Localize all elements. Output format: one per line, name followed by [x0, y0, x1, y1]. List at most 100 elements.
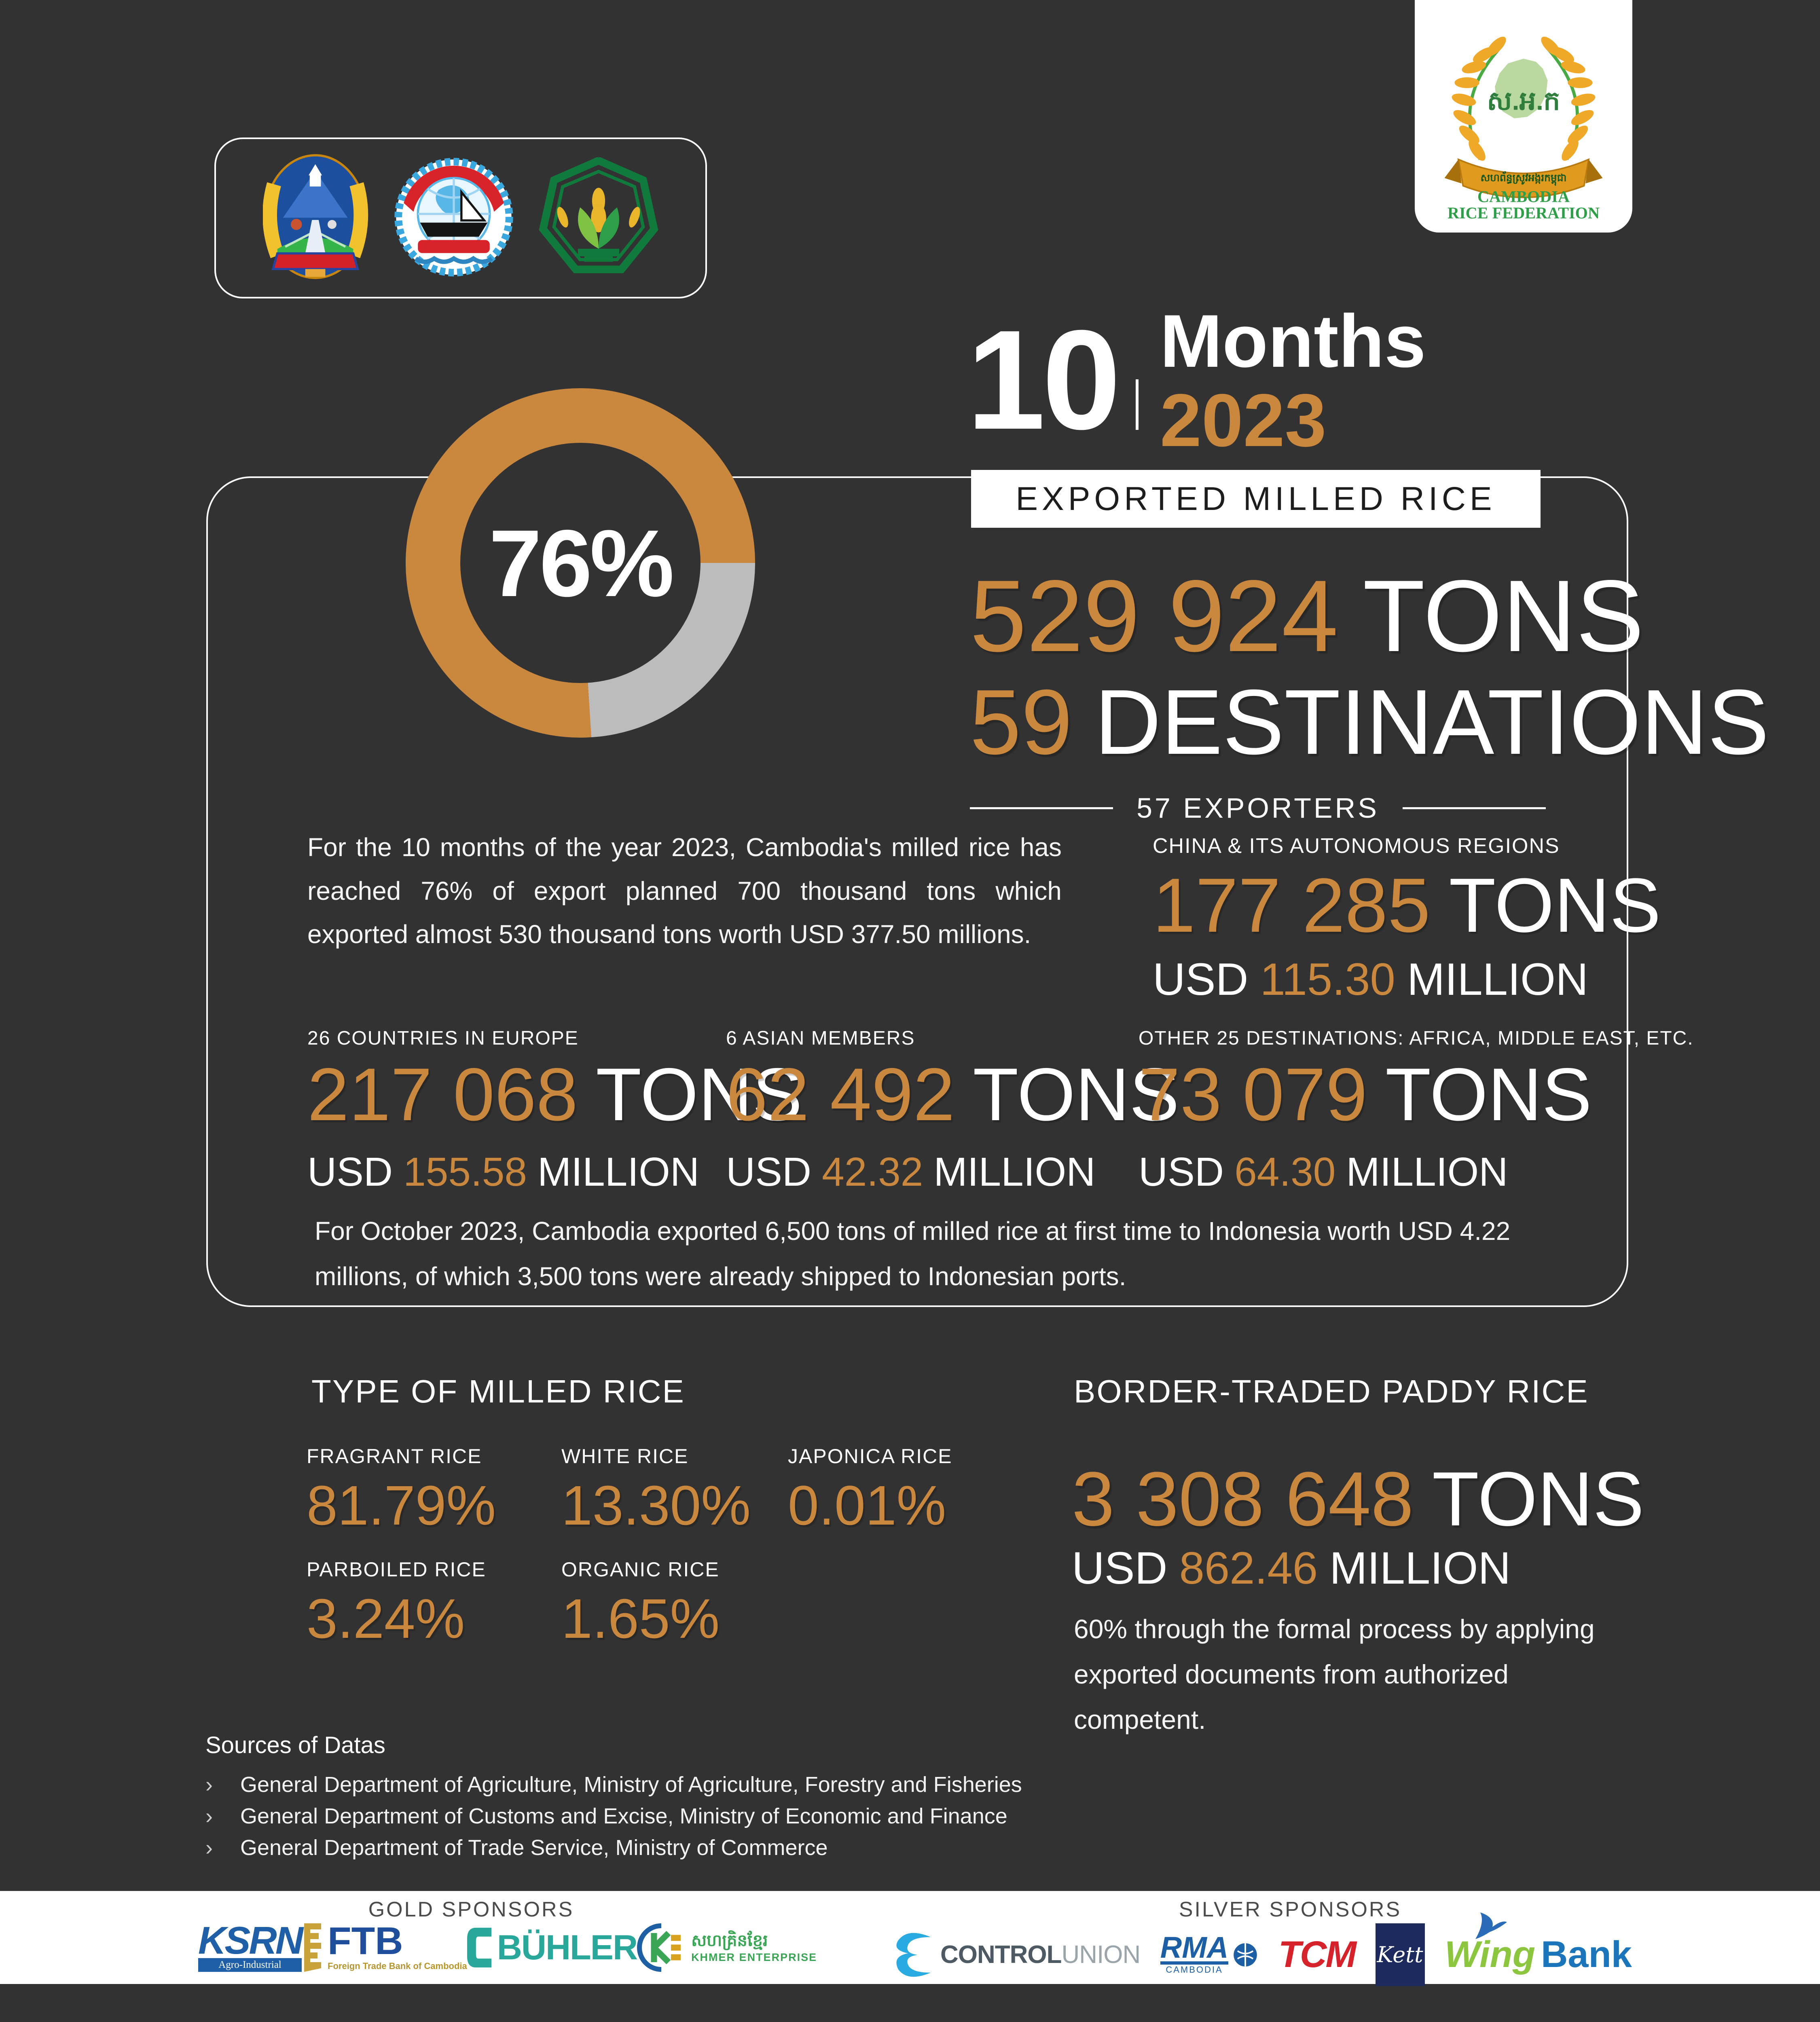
rice-type-japonica: JAPONICA RICE 0.01%	[788, 1445, 952, 1533]
chevron-right-icon: ›	[205, 1836, 213, 1860]
usd-word: USD	[726, 1149, 812, 1195]
destination-usd-line: USD 155.58 MILLION	[307, 1152, 802, 1192]
destination-label: OTHER 25 DESTINATIONS: AFRICA, MIDDLE EA…	[1139, 1028, 1694, 1049]
ksrn-tagline: Agro-Industrial	[198, 1958, 302, 1972]
usd-word: USD	[307, 1149, 393, 1195]
rice-type-organic: ORGANIC RICE 1.65%	[561, 1558, 720, 1647]
destination-tons-unit: TONS	[973, 1053, 1179, 1136]
rice-type-label: WHITE RICE	[561, 1445, 689, 1468]
destination-tons-unit: TONS	[1449, 863, 1661, 948]
commerce-ministry-emblem-icon	[394, 157, 514, 279]
crf-khmer-banner: សហព័ន្ធស្រូវអង្ករកម្ពុជា	[1481, 171, 1567, 186]
destination-other: OTHER 25 DESTINATIONS: AFRICA, MIDDLE EA…	[1139, 1027, 1694, 1192]
agriculture-ministry-emblem-icon	[262, 153, 369, 283]
rice-association-emblem-icon	[539, 156, 658, 279]
usd-word: USD	[1072, 1543, 1168, 1593]
crf-logo-card: ស.អ.ក សហព័ន្ធស្រូវអង្ករកម្ពុជា CAMBODIA …	[1415, 0, 1632, 233]
destination-tons-unit: TONS	[1385, 1053, 1592, 1136]
chevron-right-icon: ›	[205, 1804, 213, 1828]
silver-sponsors-title: SILVER SPONSORS	[1179, 1898, 1402, 1921]
paddy-tons-line: 3 308 648 TONS	[1072, 1461, 1644, 1538]
destination-tons-value: 62 492	[726, 1053, 955, 1136]
exporters-line-left	[970, 807, 1113, 809]
donut-hole: 76%	[460, 443, 700, 683]
sponsor-kett-logo: Kett	[1375, 1923, 1425, 1986]
summary-destinations-value: 59	[970, 671, 1073, 774]
million-word: MILLION	[1329, 1543, 1511, 1593]
paddy-usd-value: 862.46	[1179, 1543, 1318, 1593]
destination-europe: 26 COUNTRIES IN EUROPE 217 068 TONS USD …	[307, 1027, 802, 1192]
summary-tons-line: 529 924 TONS	[970, 565, 1644, 667]
destination-label: 26 COUNTRIES IN EUROPE	[307, 1028, 579, 1049]
exporters-row: 57 EXPORTERS	[970, 792, 1546, 824]
government-logos-card	[214, 137, 707, 298]
sponsor-ftb-logo: FTB Foreign Trade Bank of Cambodia	[302, 1919, 467, 1972]
buhler-wordmark: BÜHLER	[497, 1928, 638, 1967]
rice-type-value: 3.24%	[307, 1588, 465, 1650]
source-item: › General Department of Customs and Exci…	[205, 1804, 1007, 1829]
rice-type-label: PARBOILED RICE	[307, 1558, 486, 1581]
rice-types-heading: TYPE OF MILLED RICE	[311, 1373, 685, 1409]
intro-paragraph: For the 10 months of the year 2023, Camb…	[307, 833, 1062, 949]
bank-word: Bank	[1541, 1934, 1632, 1975]
sponsor-rma-logo: RMA CAMBODIA	[1160, 1931, 1259, 1975]
gold-sponsors-row: KSRN Agro-Industrial FTB Foreign Trade B…	[198, 1919, 816, 1972]
million-word: MILLION	[933, 1149, 1096, 1195]
exporters-label: 57 EXPORTERS	[1136, 792, 1379, 824]
destination-usd-value: 64.30	[1234, 1149, 1336, 1195]
source-text: General Department of Customs and Excise…	[240, 1804, 1007, 1828]
khmer-enterprise-khmer: សហគ្រិនខ្មែរ	[691, 1931, 768, 1950]
control-union-word1: CONTROL	[940, 1941, 1062, 1969]
rice-type-value: 81.79%	[307, 1474, 496, 1537]
destination-tons-line: 217 068 TONS	[307, 1058, 802, 1132]
destination-usd-value: 42.32	[822, 1149, 923, 1195]
ftb-tagline: Foreign Trade Bank of Cambodia	[328, 1961, 467, 1971]
silver-sponsors-row: CONTROLUNION RMA CAMBODIA TCM Kett Wing …	[892, 1912, 1632, 1986]
million-word: MILLION	[1407, 954, 1589, 1005]
crf-khmer-acronym: ស.អ.ក	[1487, 86, 1560, 116]
donut-percent-label: 76%	[489, 510, 674, 616]
destination-tons-value: 177 285	[1153, 863, 1431, 948]
main-panel	[206, 476, 1628, 1307]
source-item: › General Department of Agriculture, Min…	[205, 1772, 1022, 1797]
million-word: MILLION	[1346, 1149, 1508, 1195]
rice-type-label: FRAGRANT RICE	[307, 1445, 482, 1468]
summary-destinations-unit: DESTINATIONS	[1094, 671, 1769, 774]
paddy-tons-unit: TONS	[1432, 1456, 1644, 1542]
destination-usd-line: USD 115.30 MILLION	[1153, 957, 1661, 1002]
paddy-note: 60% through the formal process by applyi…	[1074, 1614, 1595, 1735]
khmer-enterprise-icon	[637, 1923, 681, 1972]
rice-type-value: 1.65%	[561, 1588, 720, 1650]
crf-name-line2: RICE FEDERATION	[1448, 204, 1600, 220]
badge-label: EXPORTED MILLED RICE	[1016, 480, 1496, 517]
rice-type-parboiled: PARBOILED RICE 3.24%	[307, 1558, 486, 1647]
gold-sponsors-title: GOLD SPONSORS	[368, 1898, 574, 1921]
destination-tons-value: 217 068	[307, 1053, 578, 1136]
export-summary: 529 924 TONS 59 DESTINATIONS 57 EXPORTER…	[970, 565, 1769, 824]
destination-usd-value: 115.30	[1260, 954, 1395, 1005]
million-word: MILLION	[538, 1149, 700, 1195]
exported-milled-rice-badge: EXPORTED MILLED RICE	[971, 470, 1541, 528]
rice-type-label: ORGANIC RICE	[561, 1558, 720, 1581]
rice-type-value: 13.30%	[561, 1474, 751, 1537]
control-union-word2: UNION	[1061, 1941, 1141, 1969]
rma-wordmark: RMA	[1160, 1931, 1229, 1965]
october-note: For October 2023, Cambodia exported 6,50…	[315, 1216, 1511, 1291]
rma-tagline: CAMBODIA	[1166, 1964, 1223, 1975]
summary-tons-unit: TONS	[1363, 559, 1644, 673]
rice-type-fragrant: FRAGRANT RICE 81.79%	[307, 1445, 496, 1533]
rice-type-label: JAPONICA RICE	[788, 1445, 952, 1468]
sponsor-wing-bank-logo: Wing Bank	[1445, 1912, 1632, 1976]
destination-tons-line: 73 079 TONS	[1139, 1058, 1694, 1132]
destination-tons-line: 177 285 TONS	[1153, 867, 1661, 944]
ftb-wordmark: FTB	[328, 1919, 403, 1963]
khmer-enterprise-tagline: KHMER ENTERPRISE	[691, 1951, 817, 1963]
usd-word: USD	[1139, 1149, 1224, 1195]
sponsor-khmer-enterprise-logo: សហគ្រិនខ្មែរ KHMER ENTERPRISE	[637, 1923, 817, 1972]
sponsor-control-union-logo: CONTROLUNION	[892, 1931, 1141, 1979]
destination-tons-unit: TONS	[596, 1053, 802, 1136]
ftb-icon	[304, 1923, 322, 1972]
source-text: General Department of Trade Service, Min…	[240, 1836, 828, 1860]
chevron-right-icon: ›	[205, 1772, 213, 1797]
